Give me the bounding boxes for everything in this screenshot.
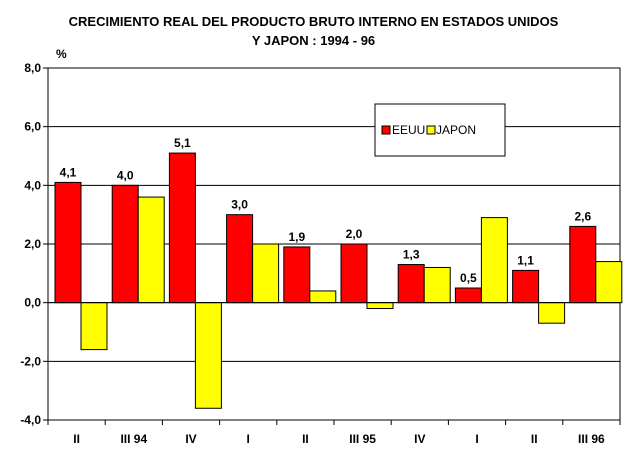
- eeuu-bar: [168, 152, 196, 304]
- x-tick-label: III 94: [120, 432, 147, 446]
- x-tick-label: II: [302, 432, 309, 446]
- legend-label-eeuu: EEUU: [392, 123, 425, 137]
- legend-swatch-eeuu: [381, 125, 391, 135]
- japon-bar: [309, 290, 337, 304]
- eeuu-bar: [226, 214, 254, 304]
- japon-bar: [194, 302, 222, 409]
- legend-box: [374, 103, 506, 157]
- chart-subtitle: Y JAPON : 1994 - 96: [251, 33, 376, 48]
- y-tick-label: 2,0: [24, 237, 41, 251]
- data-label: 1,1: [517, 253, 534, 267]
- legend-swatch-japon: [426, 125, 436, 135]
- data-label: 5,1: [174, 136, 191, 150]
- x-tick-label: I: [475, 432, 478, 446]
- eeuu-bar: [111, 184, 139, 304]
- data-label: 1,9: [288, 230, 305, 244]
- data-label: 1,3: [403, 248, 420, 262]
- y-tick-label: -2,0: [20, 354, 41, 368]
- y-axis-label: %: [56, 47, 67, 61]
- legend-label-japon: JAPON: [436, 123, 476, 137]
- data-label: 4,0: [117, 168, 134, 182]
- data-label: 0,5: [460, 271, 477, 285]
- x-tick-label: II: [73, 432, 80, 446]
- x-tick-label: III 96: [578, 432, 605, 446]
- eeuu-bar: [397, 264, 425, 304]
- japon-bar: [366, 302, 394, 310]
- japon-bar: [252, 243, 280, 304]
- x-tick-label: IV: [414, 432, 425, 446]
- y-tick-label: -4,0: [20, 413, 41, 427]
- y-tick-label: 6,0: [24, 120, 41, 134]
- x-tick-label: IV: [185, 432, 196, 446]
- chart-title: CRECIMIENTO REAL DEL PRODUCTO BRUTO INTE…: [68, 14, 559, 29]
- eeuu-bar: [512, 269, 540, 304]
- y-tick-label: 8,0: [24, 61, 41, 75]
- data-label: 4,1: [60, 165, 77, 179]
- japon-bar: [80, 302, 108, 351]
- eeuu-bar: [283, 246, 311, 304]
- eeuu-bar: [340, 243, 368, 304]
- japon-bar: [480, 217, 508, 304]
- eeuu-bar: [454, 287, 482, 304]
- x-tick-label: III 95: [349, 432, 376, 446]
- data-label: 2,6: [574, 209, 591, 223]
- x-tick-label: II: [531, 432, 538, 446]
- data-label: 3,0: [231, 198, 248, 212]
- eeuu-bar: [569, 225, 597, 304]
- data-label: 2,0: [346, 227, 363, 241]
- y-tick-label: 4,0: [24, 178, 41, 192]
- japon-bar: [595, 261, 623, 304]
- japon-bar: [423, 266, 451, 304]
- japon-bar: [137, 196, 165, 304]
- japon-bar: [538, 302, 566, 324]
- x-tick-label: I: [247, 432, 250, 446]
- eeuu-bar: [54, 181, 82, 304]
- y-tick-label: 0,0: [24, 296, 41, 310]
